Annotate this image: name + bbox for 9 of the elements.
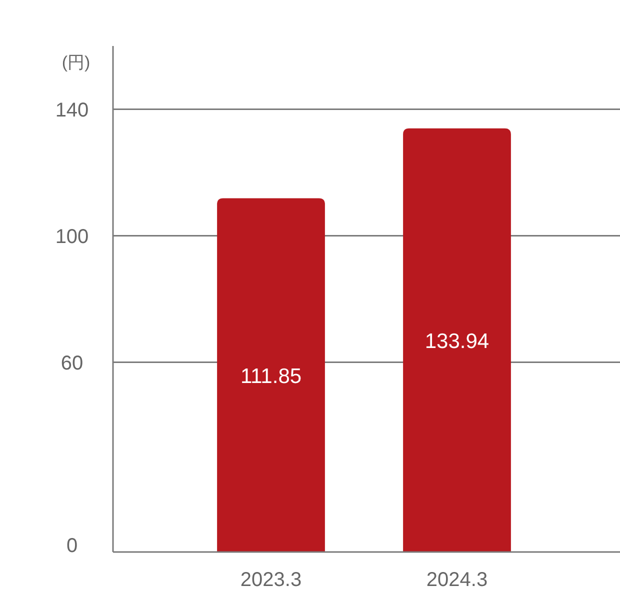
y-tick-label: 100	[55, 226, 89, 248]
y-tick-label: 140	[55, 99, 89, 122]
x-tick-label: 2024.3	[426, 569, 488, 589]
data-label: 133.94	[424, 330, 490, 354]
y-tick-label: 60	[60, 352, 84, 374]
data-label: 111.85	[240, 365, 302, 388]
y-axis-title: (円)	[62, 53, 90, 72]
y-tick-label: 0	[66, 535, 78, 557]
x-tick-label: 2023.3	[240, 569, 302, 589]
